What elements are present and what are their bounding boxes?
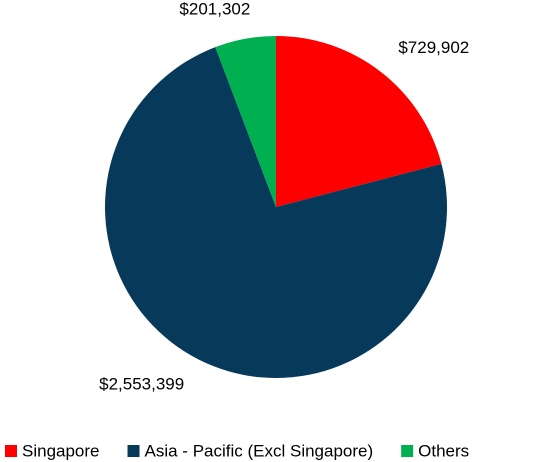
legend-swatch xyxy=(5,445,17,457)
data-label: $201,302 xyxy=(179,0,250,19)
legend-label: Others xyxy=(418,441,469,460)
pie-slice xyxy=(276,36,442,207)
legend-label: Asia - Pacific (Excl Singapore) xyxy=(145,441,374,460)
legend-label: Singapore xyxy=(22,441,100,460)
data-label: $729,902 xyxy=(398,38,469,57)
pie-slice xyxy=(104,47,448,378)
pie-slice xyxy=(215,36,276,207)
legend-swatch xyxy=(401,445,414,457)
data-label: $2,553,399 xyxy=(99,374,184,393)
legend-swatch xyxy=(127,445,140,457)
